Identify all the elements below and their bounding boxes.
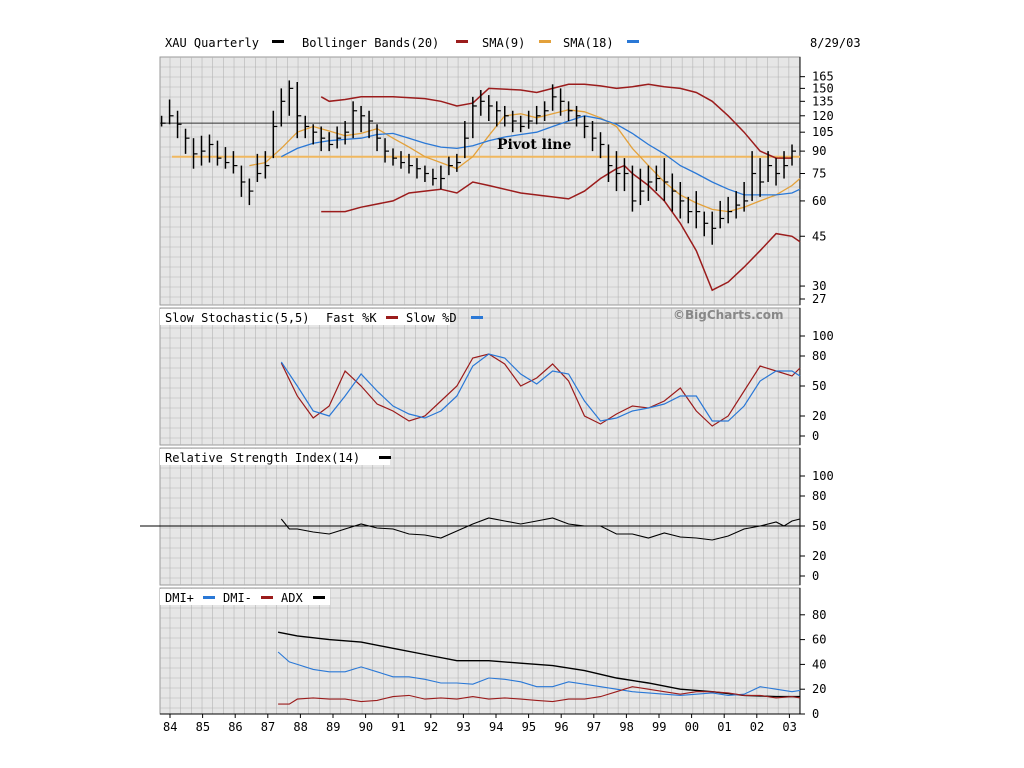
x-tick-label: 96 xyxy=(554,720,568,734)
stoch-legend-bg xyxy=(160,309,450,325)
legend-swatch-bollinger xyxy=(456,40,468,43)
dmi-plus-line xyxy=(277,651,801,696)
x-tick-label: 92 xyxy=(424,720,438,734)
dmi-panel: 80 60 40 20 0 xyxy=(159,587,826,721)
stochastic-panel: 100 80 50 20 0 xyxy=(159,307,834,446)
x-tick-label: 98 xyxy=(619,720,633,734)
price-panel-background xyxy=(159,56,801,306)
x-tick-label: 91 xyxy=(391,720,405,734)
dmi-panel-background xyxy=(159,587,801,715)
price-axis-tick-label: 90 xyxy=(812,144,826,158)
price-axis-tick-label: 45 xyxy=(812,229,826,243)
x-tick-label: 87 xyxy=(261,720,275,734)
x-tick-label: 03 xyxy=(782,720,796,734)
dmi-axis-tick-label: 60 xyxy=(812,633,826,647)
x-tick-label: 02 xyxy=(750,720,764,734)
rsi-panel-background xyxy=(159,447,801,586)
legend-swatch-price xyxy=(272,40,284,43)
legend-swatch-sma9 xyxy=(539,40,551,43)
dmi-legend-bg xyxy=(160,589,330,605)
price-axis-tick-label: 60 xyxy=(812,194,826,208)
bollinger-lower-line xyxy=(321,164,801,292)
stochastic-axis-tick-label: 20 xyxy=(812,409,826,423)
legend-swatch-adx xyxy=(313,596,325,599)
rsi-axis-tick-label: 20 xyxy=(812,549,826,563)
legend-swatch-fastk xyxy=(386,316,398,319)
price-axis-tick-label: 75 xyxy=(812,167,826,181)
dmi-axis-tick-label: 40 xyxy=(812,657,826,671)
legend-swatch-dmi-plus xyxy=(203,596,215,599)
pivot-line-label: Pivot line xyxy=(497,137,571,153)
x-tick-label: 88 xyxy=(293,720,307,734)
main-legend-sma18: SMA(18) xyxy=(563,36,614,50)
stochastic-axis-tick-label: 50 xyxy=(812,379,826,393)
stochastic-axis-tick-label: 0 xyxy=(812,429,819,443)
x-tick-label: 93 xyxy=(456,720,470,734)
x-axis: 84 85 86 87 88 89 90 91 92 93 94 95 96 97 98 99 00 01 02 03 xyxy=(160,713,800,734)
x-tick-label: 85 xyxy=(196,720,210,734)
x-tick-label: 86 xyxy=(228,720,242,734)
main-legend-title: XAU Quarterly xyxy=(165,36,259,50)
price-axis-tick-label: 120 xyxy=(812,109,834,123)
price-axis-tick-label: 135 xyxy=(812,94,834,108)
x-tick-label: 99 xyxy=(652,720,666,734)
date-label: 8/29/03 xyxy=(810,36,861,50)
price-axis-tick-label: 27 xyxy=(812,292,826,306)
x-tick-label: 01 xyxy=(717,720,731,734)
slowd-line xyxy=(280,353,801,422)
watermark: ©BigCharts.com xyxy=(673,308,784,322)
x-tick-label: 95 xyxy=(522,720,536,734)
main-legend-sma9: SMA(9) xyxy=(482,36,525,50)
price-axis-tick-label: 30 xyxy=(812,279,826,293)
dmi-axis-tick-label: 20 xyxy=(812,682,826,696)
stochastic-panel-background xyxy=(159,307,801,446)
rsi-line xyxy=(280,517,801,541)
legend-swatch-rsi xyxy=(379,456,391,459)
dmi-axis-tick-label: 0 xyxy=(812,707,819,721)
x-tick-label: 90 xyxy=(359,720,373,734)
x-tick-label: 97 xyxy=(587,720,601,734)
rsi-legend-title: Relative Strength Index(14) xyxy=(165,451,360,465)
bollinger-upper-line xyxy=(320,83,792,159)
stoch-legend-title: Slow Stochastic(5,5) xyxy=(165,311,310,325)
stochastic-axis-tick-label: 100 xyxy=(812,329,834,343)
stochastic-axis-tick-label: 80 xyxy=(812,349,826,363)
dmi-minus-line xyxy=(278,686,801,705)
legend-swatch-slowd xyxy=(471,316,483,319)
x-tick-label: 94 xyxy=(489,720,503,734)
rsi-panel: 100 80 50 20 0 xyxy=(140,447,834,586)
dmi-legend-minus: DMI- xyxy=(223,591,252,605)
dmi-legend-adx: ADX xyxy=(281,591,303,605)
legend-swatch-dmi-minus xyxy=(261,596,273,599)
dmi-axis-tick-label: 80 xyxy=(812,608,826,622)
price-axis-tick-label: 150 xyxy=(812,81,834,95)
x-tick-label: 89 xyxy=(326,720,340,734)
dmi-legend-plus: DMI+ xyxy=(165,591,194,605)
rsi-legend-bg xyxy=(160,449,390,465)
rsi-axis-tick-label: 100 xyxy=(812,469,834,483)
price-axis-tick-label: 105 xyxy=(812,125,834,139)
x-tick-label: 84 xyxy=(163,720,177,734)
stoch-legend-fastk: Fast %K xyxy=(326,311,377,325)
main-legend-bollinger: Bollinger Bands(20) xyxy=(302,36,439,50)
rsi-axis-tick-label: 0 xyxy=(812,569,819,583)
x-tick-label: 00 xyxy=(685,720,699,734)
rsi-axis-tick-label: 50 xyxy=(812,519,826,533)
rsi-axis-tick-label: 80 xyxy=(812,489,826,503)
legend-swatch-sma18 xyxy=(627,40,639,43)
stoch-legend-slowd: Slow %D xyxy=(406,311,457,325)
price-axis-tick-label: 165 xyxy=(812,70,834,84)
